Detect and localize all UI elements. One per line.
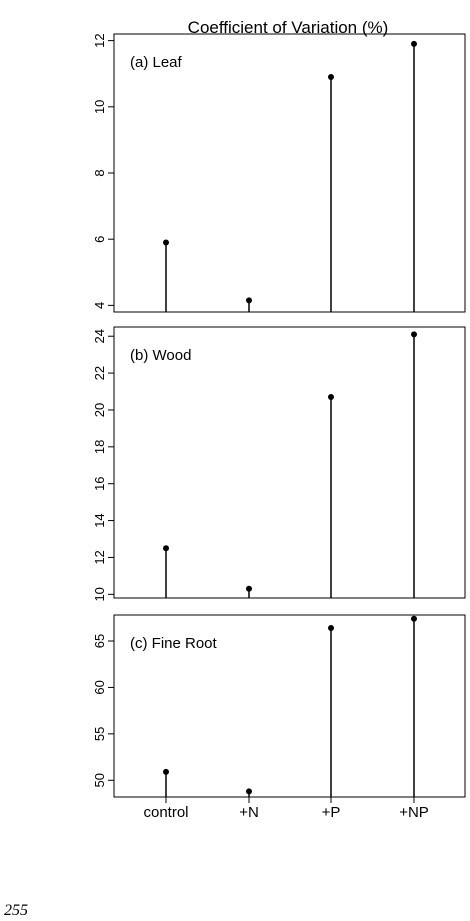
y-tick-label: 16 (92, 476, 107, 490)
stem-dot (411, 331, 417, 338)
x-tick-label: +NP (399, 804, 429, 821)
y-tick-label: 20 (92, 403, 107, 417)
stem-dot (328, 74, 334, 81)
y-tick-label: 24 (92, 329, 107, 343)
panel-label: (b) Wood (130, 347, 191, 364)
y-tick-label: 14 (92, 513, 107, 527)
y-tick-label: 12 (92, 550, 107, 564)
panel-label: (a) Leaf (130, 54, 183, 71)
panel-label: (c) Fine Root (130, 635, 218, 652)
y-tick-label: 12 (92, 33, 107, 47)
stem-dot (328, 394, 334, 401)
stem-dot (163, 545, 169, 552)
page-number: 255 (4, 902, 28, 919)
stem-dot (163, 239, 169, 246)
y-tick-label: 55 (92, 727, 107, 741)
y-tick-label: 18 (92, 440, 107, 454)
y-tick-label: 6 (92, 236, 107, 243)
x-tick-label: +P (322, 804, 341, 821)
y-tick-label: 22 (92, 366, 107, 380)
stem-dot (246, 585, 252, 592)
y-tick-label: 10 (92, 587, 107, 601)
y-tick-label: 10 (92, 100, 107, 114)
stem-dot (328, 625, 334, 631)
y-tick-label: 8 (92, 169, 107, 176)
y-tick-label: 65 (92, 634, 107, 648)
panel-frame (113, 326, 466, 599)
stem-dot (411, 40, 417, 47)
y-tick-label: 4 (92, 302, 107, 309)
stem-dot (411, 615, 417, 622)
y-tick-label: 60 (92, 680, 107, 694)
stem-dot (163, 768, 169, 775)
y-tick-label: 50 (92, 773, 107, 787)
x-tick-label: +N (239, 804, 259, 821)
figure-title: Coefficient of Variation (%) (188, 18, 389, 37)
x-tick-label: control (143, 804, 188, 821)
panel-frame (113, 614, 466, 798)
stem-dot (246, 297, 252, 304)
stem-dot (246, 788, 252, 795)
